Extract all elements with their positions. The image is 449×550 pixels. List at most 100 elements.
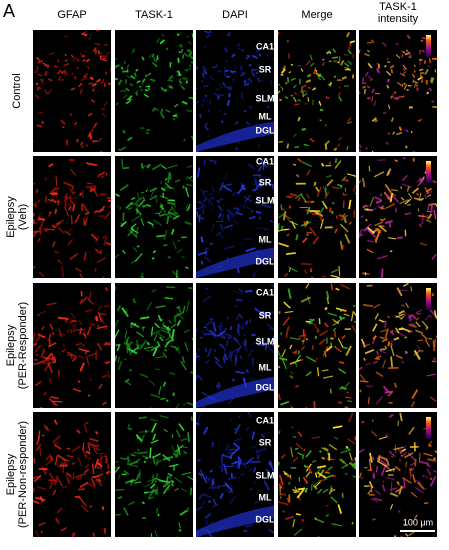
cell-process — [103, 57, 106, 60]
cell-process — [344, 381, 350, 388]
cell-process — [424, 194, 427, 200]
cell-process — [251, 340, 257, 346]
cell-process — [60, 78, 65, 82]
cell-process — [428, 337, 433, 340]
cell-process — [231, 446, 241, 455]
cell-process — [238, 414, 241, 419]
micrograph — [196, 156, 274, 278]
cell-process — [317, 536, 320, 537]
cell-process — [314, 480, 322, 485]
cell-process — [184, 266, 189, 269]
cell-process — [125, 380, 132, 386]
cell-process — [218, 212, 223, 216]
cell-process — [280, 400, 290, 406]
cell-process — [253, 467, 257, 473]
cell-process — [33, 474, 42, 483]
cell-process — [246, 206, 252, 210]
image-background — [359, 412, 437, 537]
cell-process — [207, 198, 210, 205]
cell-process — [135, 68, 139, 72]
cell-process — [121, 249, 126, 255]
cell-process — [150, 344, 161, 352]
cell-process — [217, 322, 224, 328]
cell-process — [81, 203, 89, 213]
cell-process — [290, 63, 294, 66]
cell-process — [297, 431, 303, 437]
cell-process — [78, 272, 84, 278]
cell-process — [135, 226, 139, 238]
cell-process — [248, 77, 253, 83]
cell-process — [162, 324, 171, 331]
cell-process — [42, 62, 47, 66]
cell-process — [154, 194, 158, 204]
cell-process — [234, 121, 239, 126]
cell-process — [347, 117, 352, 122]
cell-process — [155, 458, 159, 466]
cell-process — [196, 328, 199, 333]
cell-process — [198, 214, 201, 222]
cell-process — [146, 164, 151, 169]
cell-process — [328, 207, 332, 213]
cell-process — [224, 481, 230, 487]
cell-process — [280, 206, 286, 211]
cell-process — [339, 316, 345, 320]
cell-process — [71, 72, 74, 76]
cell-process — [221, 120, 224, 123]
cell-process — [151, 288, 157, 293]
cell-process — [109, 204, 111, 209]
cell-process — [168, 76, 174, 79]
cell-process — [174, 444, 184, 453]
cell-process — [65, 472, 72, 478]
cell-process — [337, 143, 341, 148]
cell-process — [248, 215, 256, 220]
cell-process — [144, 482, 153, 488]
cell-process — [239, 204, 246, 209]
cell-process — [225, 59, 229, 63]
cell-process — [389, 342, 394, 347]
cell-process — [375, 465, 379, 473]
cell-process — [204, 359, 210, 364]
cell-process — [402, 70, 407, 76]
cell-process — [54, 455, 58, 465]
cell-process — [187, 475, 193, 481]
cell-process — [367, 62, 373, 69]
cell-process — [293, 91, 298, 96]
cell-process — [337, 338, 344, 348]
cell-process — [82, 58, 86, 62]
cell-process — [278, 83, 281, 87]
cell-process — [278, 481, 281, 492]
cell-process — [152, 330, 161, 335]
cell-process — [210, 196, 214, 200]
cell-process — [183, 329, 190, 334]
cell-process — [92, 140, 98, 143]
cell-process — [92, 532, 96, 537]
cell-process — [395, 315, 403, 320]
cell-process — [235, 147, 238, 150]
cell-process — [359, 49, 361, 54]
cell-process — [389, 330, 395, 336]
cell-process — [404, 145, 408, 149]
cell-process — [78, 355, 85, 359]
cell-process — [292, 84, 297, 89]
cell-process — [330, 274, 341, 278]
cell-process — [278, 90, 281, 94]
cell-process — [48, 88, 53, 93]
cell-process — [415, 329, 424, 335]
cell-process — [108, 199, 111, 203]
cell-process — [332, 186, 341, 190]
cell-process — [58, 76, 61, 81]
cell-process — [289, 337, 300, 341]
layer-label: SR — [259, 64, 272, 74]
cell-process — [337, 60, 340, 64]
cell-process — [373, 100, 377, 107]
cell-process — [398, 126, 402, 131]
cell-process — [415, 309, 423, 314]
cell-process — [185, 300, 190, 312]
cell-process — [390, 192, 394, 202]
cell-process — [205, 257, 210, 261]
cell-process — [88, 132, 92, 140]
cell-process — [258, 216, 262, 220]
cell-process — [268, 461, 274, 472]
cell-process — [196, 505, 203, 512]
cell-process — [371, 150, 374, 152]
